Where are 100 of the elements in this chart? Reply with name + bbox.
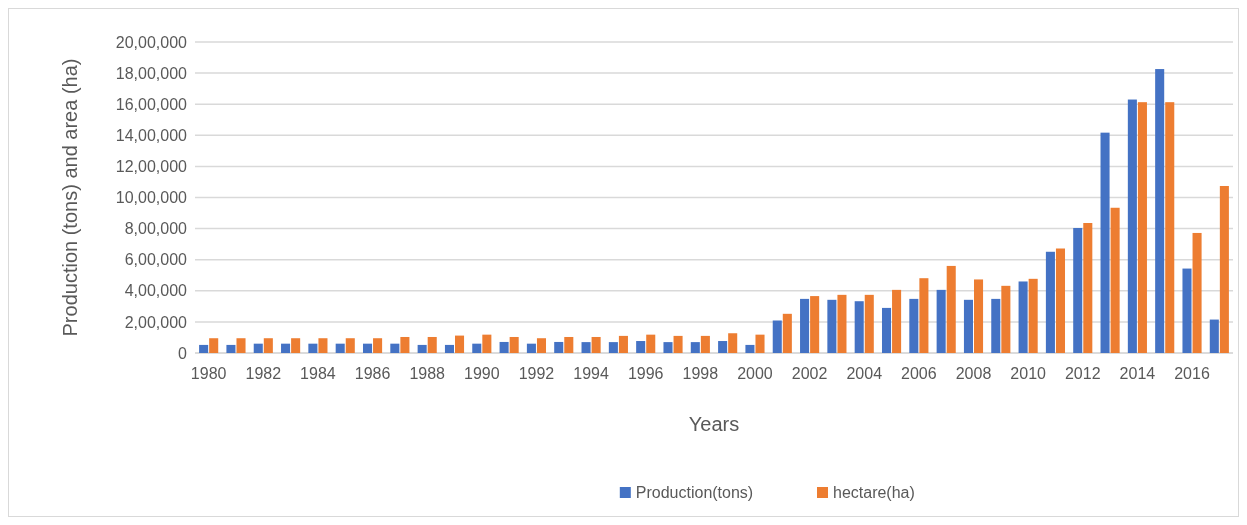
bar <box>526 343 536 353</box>
bar <box>390 343 400 353</box>
bar <box>936 289 946 353</box>
x-tick-label: 2000 <box>737 365 773 382</box>
x-tick-label: 2006 <box>901 365 937 382</box>
bar <box>400 336 410 353</box>
bar <box>199 344 209 353</box>
y-tick-label: 20,00,000 <box>115 33 188 51</box>
bar <box>827 299 837 353</box>
x-tick-label: 2010 <box>1010 365 1047 382</box>
bar <box>673 335 683 353</box>
bar <box>618 335 628 353</box>
bar <box>291 338 301 353</box>
x-tick-label: 1990 <box>464 365 500 382</box>
y-tick-label: 10,00,000 <box>115 189 188 207</box>
bar <box>718 341 728 353</box>
bar <box>499 341 509 353</box>
x-tick-label: 1986 <box>354 365 391 382</box>
bar <box>1045 251 1055 353</box>
bar <box>745 344 755 353</box>
bar <box>472 343 482 353</box>
bar <box>427 336 437 353</box>
bar <box>663 342 673 353</box>
y-tick-label: 16,00,000 <box>115 95 188 113</box>
bar <box>345 338 355 353</box>
bar <box>591 336 601 353</box>
x-tick-label: 1994 <box>573 365 609 382</box>
bar <box>564 336 574 353</box>
bar <box>810 296 820 353</box>
bar <box>1165 102 1175 353</box>
bar <box>281 343 291 353</box>
bar <box>444 344 454 353</box>
bar <box>909 298 919 353</box>
bar <box>417 344 427 353</box>
x-tick-label: 2012 <box>1064 365 1101 382</box>
y-tick-label: 0 <box>178 344 188 362</box>
bar <box>690 342 700 353</box>
bar <box>1155 69 1165 353</box>
bar <box>209 338 219 353</box>
bar <box>1137 102 1147 353</box>
bar <box>946 265 956 353</box>
bar <box>482 334 492 353</box>
bar <box>728 333 738 353</box>
bar <box>581 342 591 353</box>
x-tick-label: 1992 <box>518 365 555 382</box>
bar <box>362 343 373 353</box>
x-tick-label: 1988 <box>409 365 446 382</box>
y-tick-label: 2,00,000 <box>124 313 188 331</box>
bar <box>892 289 902 353</box>
bar <box>963 299 973 353</box>
legend-label: hectare(ha) <box>833 484 915 501</box>
bar <box>1209 319 1219 353</box>
bar <box>837 294 847 353</box>
y-tick-label: 4,00,000 <box>124 282 188 300</box>
bar <box>1018 281 1028 353</box>
bar <box>1055 248 1066 353</box>
x-axis-title: Years <box>688 413 740 435</box>
bar <box>700 335 710 353</box>
y-tick-label: 18,00,000 <box>115 64 188 82</box>
bar <box>253 343 263 353</box>
bar <box>991 298 1001 353</box>
bar <box>554 341 564 353</box>
x-tick-label: 2014 <box>1119 365 1156 382</box>
bar <box>974 279 984 353</box>
bar <box>1028 278 1038 353</box>
legend-label: Production(tons) <box>635 484 754 501</box>
x-tick-label: 1984 <box>300 365 336 382</box>
bar <box>536 338 547 353</box>
bar <box>782 313 792 353</box>
bar <box>1110 207 1120 353</box>
bar <box>1219 185 1229 353</box>
bar <box>755 334 765 353</box>
x-tick-label: 1996 <box>627 365 664 382</box>
bar <box>854 301 864 353</box>
bar <box>509 336 519 353</box>
bar <box>608 342 618 353</box>
x-tick-label: 2002 <box>791 365 828 382</box>
bar <box>800 298 810 353</box>
bar <box>1192 232 1202 353</box>
bar <box>1182 268 1192 353</box>
bar <box>226 344 236 353</box>
x-tick-label: 1980 <box>190 365 227 382</box>
bar <box>236 338 246 353</box>
bar <box>646 334 656 353</box>
bar <box>1073 227 1083 353</box>
x-tick-label: 2008 <box>955 365 992 382</box>
bar <box>1083 223 1093 353</box>
bar <box>636 341 646 353</box>
x-tick-label: 2016 <box>1174 365 1210 382</box>
y-tick-label: 8,00,000 <box>124 220 188 238</box>
bar <box>263 338 273 353</box>
bar <box>373 338 383 353</box>
y-tick-label: 12,00,000 <box>115 158 188 175</box>
bar <box>308 343 318 353</box>
bar <box>318 338 328 353</box>
x-tick-label: 1982 <box>245 365 282 382</box>
y-tick-label: 14,00,000 <box>115 126 188 144</box>
bar <box>881 307 892 353</box>
bar <box>1001 285 1011 353</box>
bar <box>1127 99 1137 353</box>
